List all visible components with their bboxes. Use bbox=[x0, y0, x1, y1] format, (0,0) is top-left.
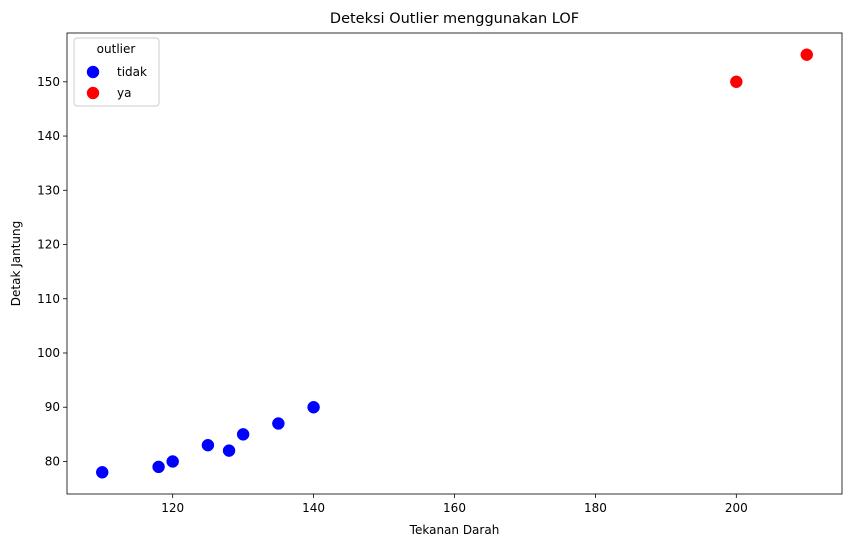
points-layer bbox=[95, 48, 814, 479]
legend-title: outlier bbox=[97, 42, 136, 56]
legend-entries: tidak ya bbox=[86, 65, 147, 100]
y-tick-label: 110 bbox=[37, 292, 60, 306]
x-axis-label: Tekanan Darah bbox=[409, 523, 500, 537]
x-tick-label: 180 bbox=[584, 501, 607, 515]
x-tick-label: 120 bbox=[161, 501, 184, 515]
data-point-tidak bbox=[166, 455, 179, 468]
legend-label-tidak: tidak bbox=[117, 65, 147, 79]
y-tick-label: 90 bbox=[45, 400, 60, 414]
y-axis-label: Detak Jantung bbox=[9, 221, 23, 306]
y-tick-label: 150 bbox=[37, 75, 60, 89]
x-tick-label: 140 bbox=[302, 501, 325, 515]
x-tick-label: 160 bbox=[443, 501, 466, 515]
legend: outlier tidak ya bbox=[73, 37, 160, 107]
y-axis-ticks: 80 90 100 110 120 130 140 150 bbox=[37, 75, 67, 468]
y-tick-label: 100 bbox=[37, 346, 60, 360]
legend-marker-tidak bbox=[86, 65, 100, 79]
data-point-tidak bbox=[222, 444, 236, 457]
y-tick-label: 120 bbox=[37, 238, 60, 252]
y-tick-label: 130 bbox=[37, 183, 60, 197]
chart-title: Deteksi Outlier menggunakan LOF bbox=[330, 11, 579, 27]
y-tick-label: 80 bbox=[45, 454, 60, 468]
data-point-tidak bbox=[95, 466, 109, 479]
data-point-tidak bbox=[272, 417, 285, 430]
data-point-ya bbox=[730, 75, 743, 89]
data-point-tidak bbox=[236, 428, 250, 441]
x-tick-label: 200 bbox=[725, 501, 748, 515]
data-point-tidak bbox=[201, 438, 215, 452]
legend-marker-ya bbox=[86, 86, 100, 100]
y-tick-label: 140 bbox=[37, 129, 60, 143]
legend-label-ya: ya bbox=[117, 86, 131, 100]
plot-frame bbox=[66, 32, 843, 495]
data-point-ya bbox=[800, 48, 814, 61]
data-point-tidak bbox=[152, 460, 165, 474]
data-point-tidak bbox=[307, 400, 320, 414]
x-axis-ticks: 120 140 160 180 200 bbox=[161, 494, 748, 515]
